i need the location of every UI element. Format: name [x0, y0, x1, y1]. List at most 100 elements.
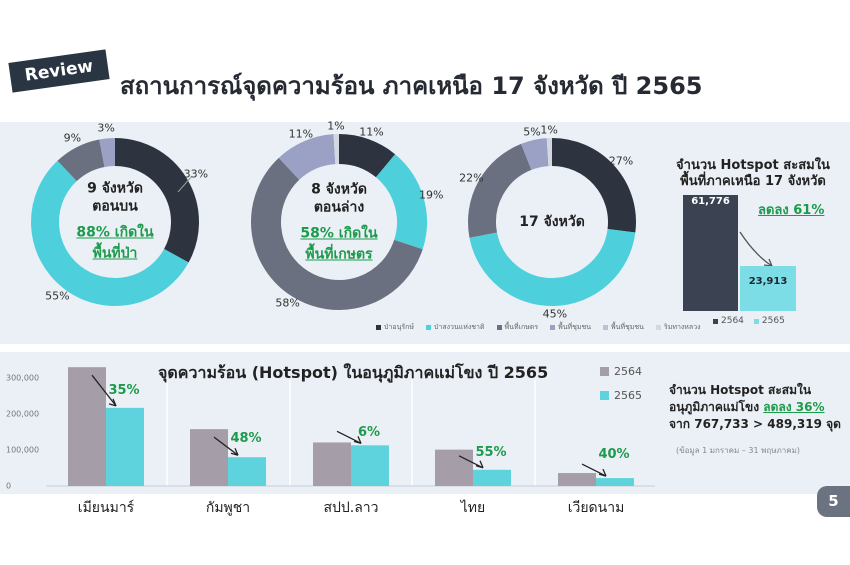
legend-item-2565: 2565	[600, 389, 642, 402]
hotspot-north-title-line1: จำนวน Hotspot สะสมใน	[676, 158, 830, 173]
hotspot-value-label: 23,913	[748, 276, 788, 287]
donut-slice	[251, 157, 423, 310]
change-arrow	[91, 374, 117, 407]
legend-swatch	[600, 391, 609, 400]
slice-label: 1%	[327, 119, 345, 133]
y-tick-label: 200,000	[6, 409, 40, 419]
donut-slice	[114, 138, 199, 263]
legend-item-2564: 2564	[713, 316, 744, 326]
hotspot-bar-2565	[740, 266, 796, 311]
legend-item-community: พื้นที่ชุมชน	[550, 322, 591, 333]
page-number: 5	[817, 486, 850, 517]
mekong-bar-2564	[190, 429, 228, 486]
y-tick-label: 0	[6, 481, 12, 491]
hotspot-bar-2564	[683, 195, 738, 311]
mekong-summary: จำนวน Hotspot สะสมใน อนุภูมิภาคแม่โขง ลด…	[669, 382, 847, 433]
legend-label: 2564	[614, 365, 642, 378]
mekong-bar-2565	[596, 478, 634, 486]
change-arrow-head	[475, 460, 484, 469]
slice-label: 22%	[459, 171, 484, 185]
donut-lower-highlight-line1: 58% เกิดใน	[300, 225, 378, 242]
legend-item-forest-reserve: ป่าอนุรักษ์	[376, 322, 414, 333]
legend-item-2564: 2564	[600, 365, 642, 378]
donut-slice	[31, 160, 189, 306]
mekong-chart-title: จุดความร้อน (Hotspot) ในอนุภูมิภาคแม่โขง…	[158, 363, 549, 382]
mekong-summary-line1: จำนวน Hotspot สะสมใน	[669, 383, 812, 397]
slice-label: 19%	[418, 188, 444, 202]
donut-total-center-line1: 17 จังหวัด	[519, 214, 585, 230]
legend-swatch	[550, 325, 556, 330]
change-percent-label: 6%	[357, 425, 381, 440]
mekong-bar-2564	[68, 367, 106, 486]
category-label: เวียดนาม	[567, 500, 625, 516]
donut-lower-center: 8 จังหวัด ตอนล่าง 58% เกิดใน พื้นที่เกษต…	[300, 181, 377, 266]
slice-label: 3%	[97, 121, 115, 135]
change-arrow	[458, 455, 484, 469]
donut-upper-center-line2: ตอนบน	[92, 198, 138, 215]
slice-label: 27%	[608, 154, 634, 168]
change-percent-label: 40%	[598, 447, 630, 462]
hotspot-north-title: จำนวน Hotspot สะสมใน พื้นที่ภาคเหนือ 17 …	[668, 158, 838, 190]
slice-label: 1%	[540, 123, 558, 137]
legend-label: ริมทางหลวง	[663, 323, 701, 331]
change-percent-label: 35%	[108, 383, 140, 398]
change-arrow	[581, 463, 607, 477]
mekong-bar-2565	[106, 407, 144, 486]
mekong-bar-2564	[435, 449, 473, 486]
slice-label: 55%	[45, 289, 70, 303]
change-arrow	[336, 430, 362, 444]
legend-item-community-2: พื้นที่ชุมชน	[603, 322, 644, 333]
change-arrow-head	[230, 447, 239, 456]
y-tick-label: 100,000	[6, 445, 40, 455]
mekong-summary-line3: จาก 767,733 > 489,319 จุด	[669, 417, 841, 431]
donut-slice	[468, 143, 532, 238]
category-label: กัมพูชา	[205, 500, 251, 516]
category-label: เมียนมาร์	[77, 500, 135, 516]
legend-swatch	[713, 318, 718, 324]
donut-upper-center: 9 จังหวัด ตอนบน 88% เกิดใน พื้นที่ป่า	[76, 180, 153, 265]
mekong-summary-decrease: ลดลง 36%	[763, 400, 825, 414]
donut-slice	[521, 138, 550, 171]
legend-item-2565: 2565	[753, 316, 785, 326]
donut-total-center: 17 จังหวัด	[519, 213, 585, 231]
change-arrow-head	[353, 436, 362, 444]
change-arrow	[213, 436, 239, 456]
legend-swatch	[655, 325, 661, 330]
category-label: ไทย	[460, 500, 486, 516]
mekong-bar-2565	[473, 469, 511, 486]
change-arrow-head	[108, 398, 117, 407]
hotspot-north-legend: 2564 2565	[713, 316, 785, 326]
legend-label: 2565	[614, 389, 642, 402]
donut-slice	[469, 228, 636, 306]
donut-slice	[99, 138, 116, 168]
donut-upper-highlight-line1: 88% เกิดใน	[76, 224, 154, 241]
hotspot-north-title-line2: พื้นที่ภาคเหนือ 17 จังหวัด	[680, 174, 826, 189]
mekong-legend: 2564 2565	[600, 365, 642, 413]
legend-swatch	[425, 325, 431, 330]
hotspot-north-decrease: ลดลง 61%	[758, 203, 825, 218]
mekong-bar-2564	[313, 442, 351, 486]
leader-line	[177, 175, 193, 193]
slice-label: 11%	[359, 125, 384, 139]
legend-label: 2565	[761, 316, 785, 326]
legend-swatch	[376, 325, 381, 330]
mekong-summary-line2-text: อนุภูมิภาคแม่โขง	[669, 400, 764, 414]
mekong-summary-line2: อนุภูมิภาคแม่โขง ลดลง 36%	[669, 399, 847, 416]
hotspot-value-label: 61,776	[691, 196, 730, 207]
slice-label: 9%	[63, 131, 82, 145]
legend-item-national-forest: ป่าสงวนแห่งชาติ	[425, 322, 485, 333]
mekong-bar-2565	[351, 445, 389, 486]
legend-label: 2564	[721, 316, 744, 326]
legend-swatch	[753, 318, 759, 324]
mekong-data-note: (ข้อมูล 1 มกราคม – 31 พฤษภาคม)	[676, 446, 800, 455]
donut-slice	[375, 154, 427, 250]
mekong-bar-2565	[228, 457, 266, 486]
slice-label: 45%	[542, 307, 568, 321]
legend-item-highway: ริมทางหลวง	[655, 322, 701, 333]
donut-legend: ป่าอนุรักษ์ ป่าสงวนแห่งชาติ พื้นที่เกษตร…	[376, 322, 701, 333]
donut-lower-center-line2: ตอนล่าง	[313, 199, 365, 216]
change-percent-label: 55%	[475, 445, 507, 460]
legend-swatch	[496, 325, 502, 330]
